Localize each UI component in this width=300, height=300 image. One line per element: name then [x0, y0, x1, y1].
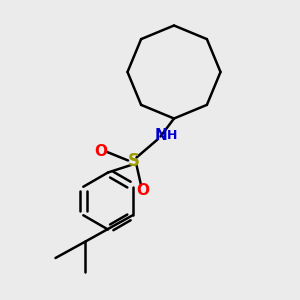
Text: O: O	[136, 183, 149, 198]
Text: N: N	[155, 128, 167, 143]
Text: S: S	[128, 152, 140, 169]
Text: O: O	[94, 144, 107, 159]
Text: H: H	[167, 129, 177, 142]
